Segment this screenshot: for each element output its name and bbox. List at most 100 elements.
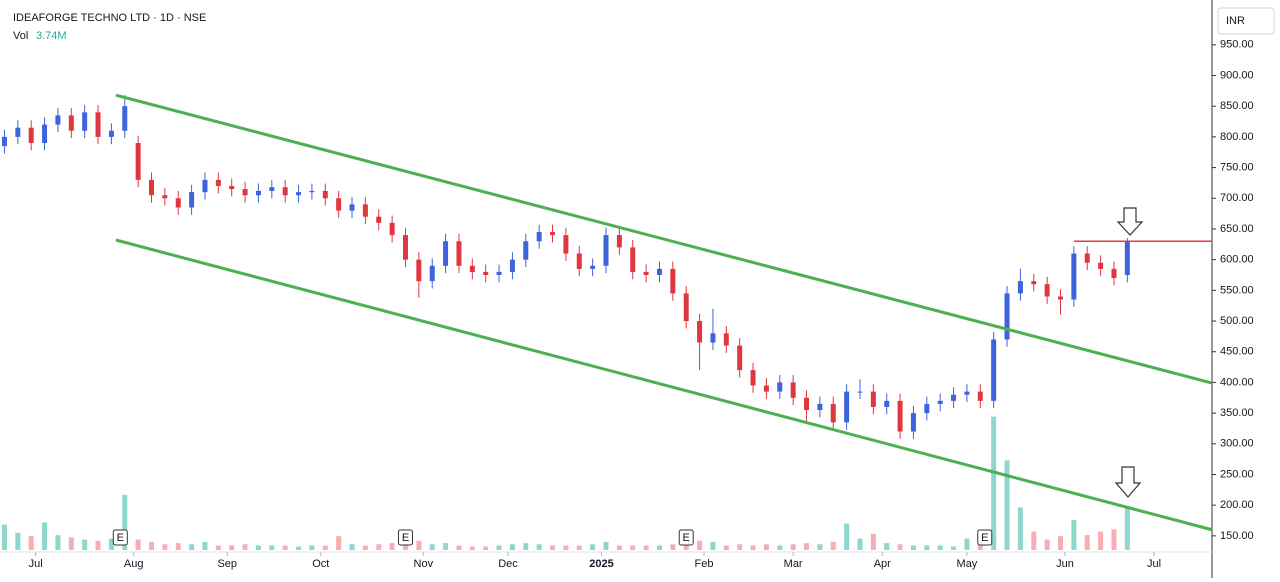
event-marker: [112, 529, 128, 546]
candle-body: [336, 198, 342, 211]
candle-body: [523, 241, 529, 260]
y-tick-label: 550.00: [1220, 284, 1254, 296]
volume-bar: [763, 544, 769, 550]
y-tick-label: 750.00: [1220, 161, 1254, 173]
candle-body: [576, 253, 582, 269]
volume-bar: [68, 537, 74, 550]
volume-bar: [1004, 460, 1010, 550]
candle-body: [1, 136, 7, 147]
volume-bar: [122, 494, 128, 550]
volume-bar: [777, 545, 783, 550]
volume-bar: [28, 536, 34, 550]
candle-body: [951, 394, 957, 401]
x-tick-label: Nov: [414, 558, 434, 570]
volume-bar: [242, 544, 248, 550]
candle-body: [670, 268, 676, 294]
volume-bar: [670, 544, 676, 550]
volume-title: Vol: [13, 30, 28, 42]
candle-body: [376, 216, 382, 223]
volume-bar: [108, 538, 114, 550]
volume-bar: [857, 538, 863, 550]
volume-bar: [937, 545, 943, 550]
candle-body: [616, 235, 622, 248]
candle-body: [750, 370, 756, 386]
y-tick-label: 700.00: [1220, 192, 1254, 204]
volume-bar: [616, 545, 622, 550]
candle-body: [215, 179, 221, 186]
volume-bar: [603, 541, 609, 550]
volume-bar: [175, 543, 181, 550]
candle-body: [777, 382, 783, 392]
volume-bar: [149, 541, 154, 550]
candle-body: [149, 179, 154, 196]
volume-bar: [509, 544, 515, 550]
volume-bar: [817, 544, 823, 550]
candle-body: [804, 397, 810, 411]
volume-bar: [910, 545, 916, 550]
candle-body: [296, 192, 302, 196]
candle-body: [790, 382, 796, 398]
volume-bar: [483, 546, 489, 550]
trend-line: [115, 93, 1213, 385]
event-marker: [977, 529, 993, 546]
candle-body: [55, 115, 61, 125]
volume-bar: [322, 545, 328, 550]
candle-body: [162, 195, 168, 199]
candle-body: [1098, 262, 1104, 269]
volume-bar: [590, 544, 596, 550]
candle-body: [536, 232, 542, 242]
volume-bar: [456, 545, 462, 550]
volume-bar: [189, 544, 195, 550]
candle-body: [830, 403, 836, 423]
volume-bar: [389, 543, 395, 550]
candle-body: [242, 189, 248, 196]
volume-bar: [1017, 507, 1023, 550]
volume-bar: [523, 543, 529, 550]
volume-bar: [630, 545, 636, 550]
candle-body: [910, 413, 916, 432]
volume-bar: [402, 541, 408, 550]
trend-line: [115, 238, 1213, 532]
candle-body: [68, 115, 74, 131]
y-tick-label: 500.00: [1220, 315, 1254, 327]
volume-bar: [536, 544, 542, 550]
candle-body: [656, 268, 662, 275]
candle-body: [1084, 253, 1090, 263]
volume-bar: [202, 541, 208, 550]
y-tick-label: 900.00: [1220, 69, 1254, 81]
candle-body: [135, 143, 141, 180]
volume-bar: [42, 522, 48, 550]
volume-bar: [830, 541, 836, 550]
candle-body: [108, 130, 114, 137]
y-tick-label: 800.00: [1220, 131, 1254, 143]
candle-body: [429, 265, 435, 282]
volume-bar: [336, 536, 342, 550]
candle-body: [870, 391, 876, 407]
candle-body: [817, 403, 823, 411]
candle-body: [322, 190, 328, 199]
volume-bar: [964, 538, 970, 550]
candle-body: [402, 235, 408, 260]
candle-body: [710, 333, 716, 343]
candle-body: [683, 293, 689, 322]
volume-bar: [496, 545, 502, 550]
candle-body: [362, 204, 368, 217]
candle-body: [189, 192, 195, 208]
volume-bar: [349, 544, 355, 550]
x-tick-label: Oct: [312, 558, 329, 570]
volume-bar: [215, 545, 221, 550]
candle-body: [349, 204, 355, 211]
candle-body: [977, 391, 983, 401]
currency-box[interactable]: [1217, 7, 1275, 35]
volume-bar: [991, 416, 997, 550]
candle-body: [496, 271, 502, 275]
candle-body: [269, 187, 275, 191]
y-tick-label: 200.00: [1220, 499, 1254, 511]
volume-bar: [1111, 529, 1117, 550]
candle-body: [763, 385, 769, 392]
candle-body: [483, 271, 489, 275]
candle-body: [630, 247, 636, 272]
candle-body: [443, 241, 449, 266]
